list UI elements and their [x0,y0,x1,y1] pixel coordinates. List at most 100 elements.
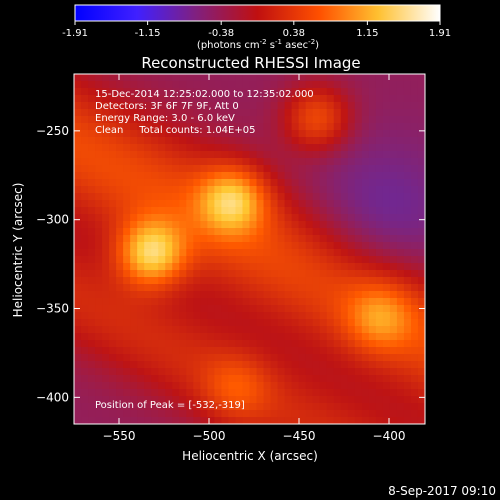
heatmap-cell [270,242,279,250]
heatmap-cell [417,298,426,306]
heatmap-cell [382,235,391,243]
heatmap-cell [375,270,384,278]
heatmap-cell [88,333,96,341]
heatmap-cell [172,277,180,285]
heatmap-cell [298,291,307,299]
heatmap-cell [263,116,272,124]
heatmap-cell [88,109,96,117]
heatmap-cell [284,165,293,173]
heatmap-cell [361,375,370,383]
heatmap-cell [102,179,110,187]
heatmap-cell [396,123,405,131]
heatmap-cell [256,221,265,229]
heatmap-cell [172,123,180,131]
heatmap-cell [109,74,117,82]
heatmap-cell [326,396,335,404]
heatmap-cell [291,74,300,82]
heatmap-cell [214,102,222,110]
heatmap-cell [235,270,243,278]
heatmap-cell [389,340,398,348]
heatmap-cell [109,207,117,215]
heatmap-cell [347,186,356,194]
heatmap-cell [242,263,250,271]
heatmap-cell [312,207,321,215]
heatmap-cell [354,375,363,383]
heatmap-cell [249,270,258,278]
heatmap-cell [165,410,173,418]
heatmap-cell [389,137,398,145]
heatmap-cell [74,158,82,166]
heatmap-cell [123,403,131,411]
heatmap-cell [200,340,208,348]
heatmap-cell [144,277,152,285]
heatmap-cell [151,221,159,229]
heatmap-cell [221,144,229,152]
heatmap-cell [88,200,96,208]
heatmap-cell [298,340,307,348]
heatmap-cell [361,144,370,152]
heatmap-cell [130,312,138,320]
heatmap-cell [158,207,166,215]
heatmap-cell [242,123,250,131]
heatmap-cell [319,340,328,348]
heatmap-cell [284,389,293,397]
heatmap-cell [186,375,194,383]
heatmap-cell [95,347,103,355]
heatmap-cell [298,214,307,222]
heatmap-cell [221,235,229,243]
heatmap-cell [410,207,419,215]
heatmap-cell [340,361,349,369]
heatmap-cell [186,326,194,334]
heatmap-cell [354,347,363,355]
heatmap-cell [284,396,293,404]
heatmap-cell [172,165,180,173]
heatmap-cell [396,291,405,299]
heatmap-cell [137,221,145,229]
heatmap-cell [347,221,356,229]
heatmap-cell [130,74,138,82]
heatmap-cell [172,333,180,341]
heatmap-cell [312,263,321,271]
heatmap-cell [368,410,377,418]
heatmap-cell [207,207,215,215]
heatmap-cell [144,130,152,138]
heatmap-cell [74,396,82,404]
heatmap-cell [403,396,412,404]
heatmap-cell [228,165,236,173]
heatmap-cell [410,235,419,243]
heatmap-cell [389,214,398,222]
heatmap-cell [221,130,229,138]
heatmap-cell [74,95,82,103]
heatmap-cell [179,312,187,320]
heatmap-cell [130,340,138,348]
heatmap-cell [340,347,349,355]
heatmap-cell [312,165,321,173]
heatmap-cell [109,375,117,383]
heatmap-cell [74,417,82,425]
heatmap-cell [249,235,258,243]
heatmap-cell [165,172,173,180]
heatmap-cell [298,116,307,124]
heatmap-cell [403,242,412,250]
heatmap-cell [109,235,117,243]
heatmap-cell [214,235,222,243]
heatmap-cell [137,396,145,404]
heatmap-cell [326,291,335,299]
heatmap-cell [382,130,391,138]
heatmap-cell [221,116,229,124]
heatmap-cell [200,158,208,166]
heatmap-cell [165,144,173,152]
heatmap-cell [137,186,145,194]
heatmap-cell [403,270,412,278]
heatmap-cell [102,347,110,355]
heatmap-cell [186,228,194,236]
heatmap-cell [312,179,321,187]
heatmap-cell [123,137,131,145]
heatmap-cell [410,193,419,201]
heatmap-cell [214,298,222,306]
heatmap-cell [284,354,293,362]
heatmap-cell [403,158,412,166]
heatmap-cell [214,263,222,271]
heatmap-cell [221,158,229,166]
heatmap-cell [207,396,215,404]
